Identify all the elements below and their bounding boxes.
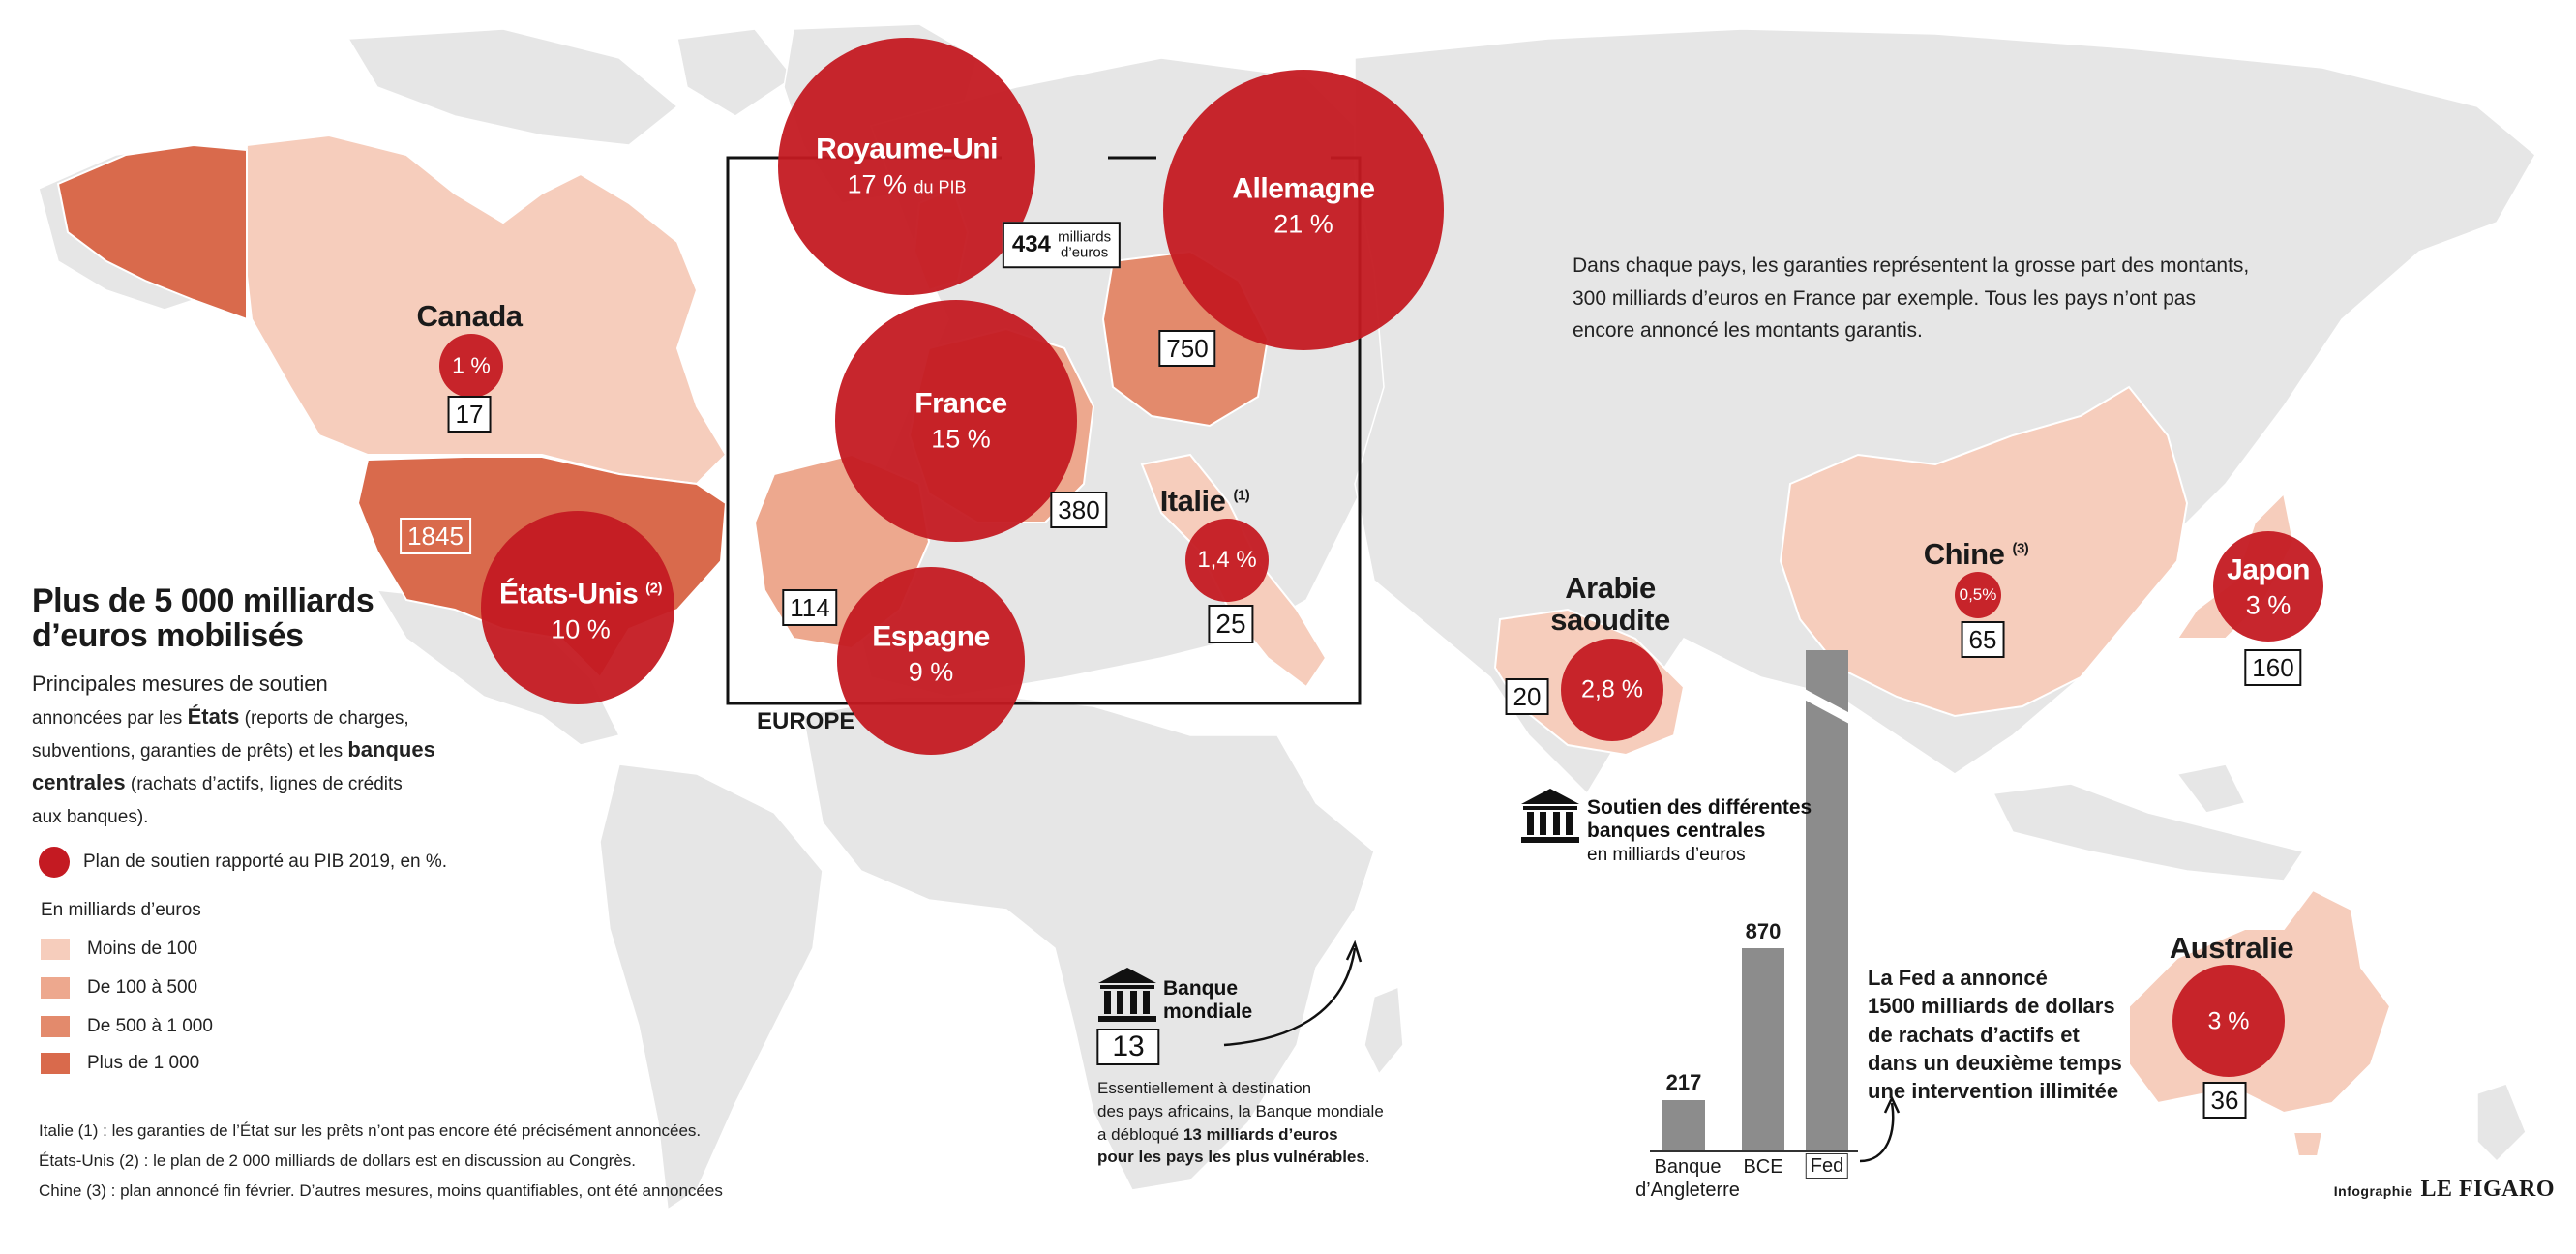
bar-chart bbox=[1662, 650, 1848, 1150]
fed-note: La Fed a annoncé 1500 milliards de dolla… bbox=[1868, 966, 2122, 1103]
bank-icon bbox=[1098, 968, 1156, 1022]
world-bank-text: Essentiellement à destination des pays a… bbox=[1097, 1079, 1384, 1167]
canada-pct: 1 % bbox=[452, 352, 491, 378]
germany-amount: 750 bbox=[1158, 330, 1216, 367]
bubble-spain bbox=[837, 567, 1025, 755]
world-bank-amount: 13 bbox=[1096, 1029, 1160, 1065]
legend-bin-2: De 100 à 500 bbox=[41, 977, 197, 999]
germany-label: Allemagne 21 % bbox=[1232, 172, 1375, 239]
world-bank-arrow bbox=[1223, 947, 1357, 1047]
central-banks-title: Soutien des différentes banques centrale… bbox=[1587, 796, 1812, 866]
saudi-pct: 2,8 % bbox=[1581, 675, 1643, 703]
saudi-name-l1: Arabie bbox=[1565, 571, 1656, 605]
bar-value-boe: 217 bbox=[1665, 1070, 1702, 1094]
note-china: Chine (3) : plan annoncé fin février. D’… bbox=[39, 1181, 723, 1200]
bar-value-bce: 870 bbox=[1745, 919, 1782, 943]
usa-amount: 1845 bbox=[400, 518, 471, 554]
bar-boe bbox=[1662, 1100, 1705, 1150]
japan-label: Japon 3 % bbox=[2227, 553, 2310, 620]
uk-label: Royaume-Uni 17 % du PIB bbox=[816, 133, 998, 199]
legend-bin-3: De 500 à 1 000 bbox=[41, 1016, 213, 1037]
europe-label: EUROPE bbox=[757, 708, 855, 734]
china-amount: 65 bbox=[1961, 621, 2005, 658]
bubble-saudi bbox=[1561, 639, 1663, 741]
credit: Infographie LE FIGARO bbox=[2333, 1177, 2555, 1202]
canada-name: Canada bbox=[416, 299, 523, 333]
bar-cat-fed: Fed bbox=[1805, 1153, 1849, 1179]
spain-label: Espagne 9 % bbox=[872, 620, 990, 687]
usa-label: États-Unis (2) 10 % bbox=[498, 578, 663, 644]
legend-bin-1: Moins de 100 bbox=[41, 939, 197, 960]
subtitle: Principales mesures de soutien annoncées… bbox=[32, 672, 435, 828]
south-america-land bbox=[599, 763, 824, 1211]
bar-bce bbox=[1742, 948, 1784, 1150]
alaska-shape bbox=[56, 143, 248, 321]
bar-cat-bce: BCE bbox=[1743, 1156, 1783, 1178]
saudi-name-l2: saoudite bbox=[1550, 603, 1670, 637]
bubble-france bbox=[835, 300, 1077, 542]
australia-pct: 3 % bbox=[2207, 1007, 2250, 1035]
bubble-uk bbox=[778, 38, 1035, 295]
note-usa: États-Unis (2) : le plan de 2 000 millia… bbox=[39, 1151, 637, 1170]
legend-bubble-swatch bbox=[39, 847, 70, 878]
legend-bin-4: Plus de 1 000 bbox=[41, 1053, 199, 1074]
bubble-germany bbox=[1163, 70, 1444, 350]
bubble-australia bbox=[2172, 965, 2285, 1077]
legend-unit: En milliards d’euros bbox=[41, 900, 201, 920]
bubble-italy bbox=[1185, 519, 1269, 602]
uk-amount: 434 milliards d’euros bbox=[1002, 222, 1122, 268]
bank-icon bbox=[1521, 789, 1579, 843]
china-name: Chine (3) bbox=[1923, 537, 2029, 571]
australia-amount: 36 bbox=[2202, 1082, 2247, 1119]
italy-name: Italie (1) bbox=[1159, 484, 1250, 518]
japan-amount: 160 bbox=[2244, 649, 2302, 686]
asia-land bbox=[1354, 28, 2536, 795]
china-pct: 0,5% bbox=[1959, 585, 1997, 604]
bubble-usa bbox=[481, 511, 674, 704]
spain-amount: 114 bbox=[782, 589, 838, 626]
france-amount: 380 bbox=[1050, 492, 1108, 528]
australia-name: Australie bbox=[2169, 931, 2294, 965]
figaro-logo: LE FIGARO bbox=[2420, 1177, 2555, 1202]
bubble-japan bbox=[2213, 531, 2323, 642]
italy-amount: 25 bbox=[1208, 605, 1254, 643]
canada-amount: 17 bbox=[447, 396, 492, 433]
arctic-islands bbox=[346, 28, 679, 146]
fed-arrow bbox=[1859, 1102, 1895, 1163]
guarantees-text: Dans chaque pays, les garanties représen… bbox=[1573, 254, 2250, 343]
france-label: France 15 % bbox=[914, 387, 1007, 454]
canada-shape bbox=[240, 134, 728, 486]
world-bank-label: Banque mondiale bbox=[1163, 977, 1253, 1024]
saudi-amount: 20 bbox=[1505, 678, 1549, 715]
page-title: Plus de 5 000 milliards d’euros mobilisé… bbox=[32, 582, 374, 654]
bubble-canada bbox=[439, 334, 503, 398]
bubble-china bbox=[1955, 572, 2001, 618]
note-italy: Italie (1) : les garanties de l’État sur… bbox=[39, 1121, 702, 1140]
bar-cat-boe: Banque d’Angleterre bbox=[1635, 1156, 1740, 1201]
legend-bubble: Plan de soutien rapporté au PIB 2019, en… bbox=[39, 847, 447, 878]
africa-land bbox=[802, 696, 1375, 1191]
italy-pct: 1,4 % bbox=[1197, 547, 1257, 573]
fed-break bbox=[1797, 687, 1857, 726]
bar-fed bbox=[1806, 650, 1848, 1150]
